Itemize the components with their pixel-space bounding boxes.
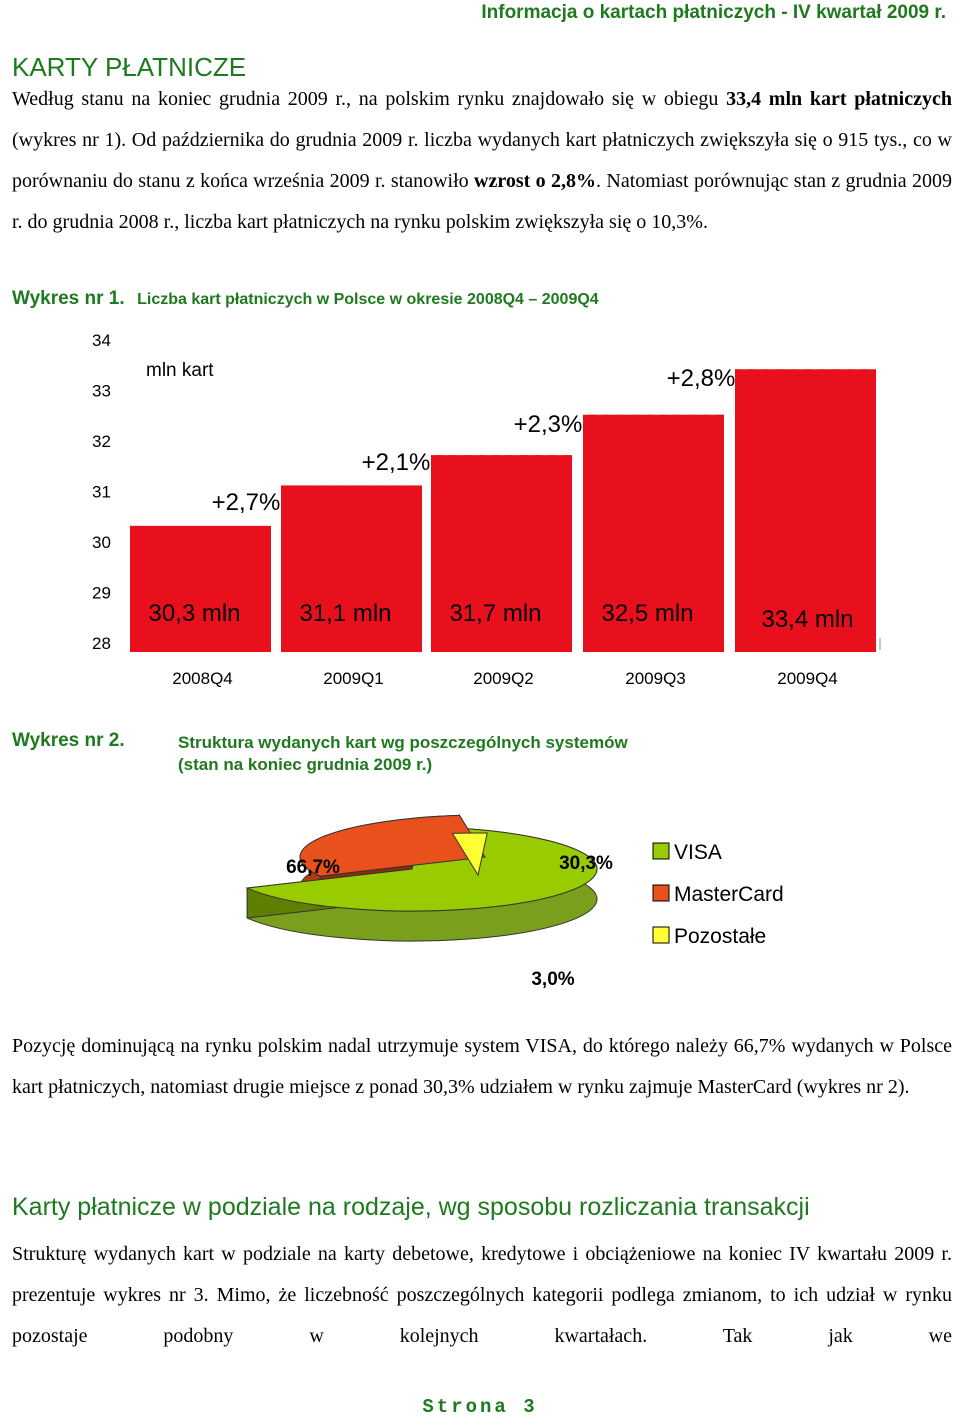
intro-segment: 33,4 mln kart płatniczych xyxy=(726,88,952,110)
chart2-caption: Wykres nr 2. xyxy=(12,730,125,752)
legend-label: Pozostałe xyxy=(674,925,766,948)
chart1-caption: Wykres nr 1. Liczba kart płatniczych w P… xyxy=(12,288,599,310)
value-label: 30,3 mln xyxy=(148,600,240,627)
visa-paragraph: Pozycję dominującą na rynku polskim nada… xyxy=(12,1026,952,1108)
growth-label: +2,8% xyxy=(667,365,736,392)
x-tick-label: 2009Q1 xyxy=(323,669,384,688)
value-label: 32,5 mln xyxy=(601,600,693,627)
y-tick-label: 32 xyxy=(92,432,111,451)
chart2-title-line2: (stan na koniec grudnia 2009 r.) xyxy=(178,755,433,774)
unit-label: mln kart xyxy=(146,360,214,381)
legend-label: MasterCard xyxy=(674,883,784,906)
legend-swatch xyxy=(652,884,670,902)
intro-paragraph: Według stanu na koniec grudnia 2009 r., … xyxy=(12,79,952,243)
section2-paragraph: Strukturę wydanych kart w podziale na ka… xyxy=(12,1234,952,1357)
growth-label: +2,7% xyxy=(212,489,281,516)
intro-segment: wzrost o 2,8% xyxy=(474,170,597,192)
section-title: KARTY PŁATNICZE xyxy=(12,52,247,82)
y-tick-label: 30 xyxy=(92,533,111,552)
page-header: Informacja o kartach płatniczych - IV kw… xyxy=(481,2,946,23)
y-tick-label: 33 xyxy=(92,382,111,401)
visa-text: Pozycję dominującą na rynku polskim nada… xyxy=(12,1035,952,1098)
section2-text: Strukturę wydanych kart w podziale na ka… xyxy=(12,1243,952,1347)
pie-chart: 66,7% 30,3% 3,0% VISA MasterCard Pozostałe xyxy=(245,813,784,990)
intro-text: Według stanu na koniec grudnia 2009 r., … xyxy=(12,79,952,243)
growth-label: +2,1% xyxy=(362,449,431,476)
x-tick-label: 2009Q3 xyxy=(625,669,686,688)
legend-label: VISA xyxy=(674,841,722,864)
pie-slice xyxy=(245,826,598,912)
pie-value-label: 30,3% xyxy=(559,853,613,874)
legend-swatch xyxy=(652,842,670,860)
chart1-title: Liczba kart płatniczych w Polsce w okres… xyxy=(137,291,599,308)
y-tick-label: 29 xyxy=(92,584,111,603)
y-tick-label: 31 xyxy=(92,483,111,502)
chart1-label: Wykres nr 1. xyxy=(12,288,125,309)
section2-title: Karty płatnicze w podziale na rodzaje, w… xyxy=(12,1193,810,1221)
bar xyxy=(431,455,572,652)
chart2-title: Struktura wydanych kart wg poszczególnyc… xyxy=(178,732,628,776)
y-tick-label: 28 xyxy=(92,634,111,653)
pie-slice xyxy=(299,814,486,877)
value-label: 31,1 mln xyxy=(299,600,391,627)
bar xyxy=(583,414,724,652)
pie-slice xyxy=(451,832,488,877)
page-number: Strona 3 xyxy=(422,1396,538,1418)
intro-segment: Według stanu na koniec grudnia 2009 r., … xyxy=(12,88,727,110)
intro-segment: (wykres nr 1). Od października do grudni… xyxy=(12,129,952,192)
value-label: 33,4 mln xyxy=(761,606,853,633)
value-label: 31,7 mln xyxy=(449,600,541,627)
bar xyxy=(735,369,876,652)
bar xyxy=(130,525,271,652)
y-tick-label: 34 xyxy=(92,331,111,350)
x-tick-label: 2009Q2 xyxy=(473,669,534,688)
x-tick-label: 2008Q4 xyxy=(172,669,233,688)
bar xyxy=(281,485,422,652)
intro-segment: . Natomiast porównując stan z grudnia 20… xyxy=(12,170,952,233)
pie-value-label: 66,7% xyxy=(286,857,340,878)
x-tick-label: 2009Q4 xyxy=(777,669,838,688)
chart2-title-line1: Struktura wydanych kart wg poszczególnyc… xyxy=(178,733,628,752)
growth-label: +2,3% xyxy=(514,411,583,438)
bar-chart: 34 33 32 31 30 29 28 30,3 mln 2008Q4 31,1 mln 200… xyxy=(92,331,881,688)
legend-swatch xyxy=(652,926,670,944)
chart2-label: Wykres nr 2. xyxy=(12,730,125,751)
pie-value-label: 3,0% xyxy=(531,969,574,990)
